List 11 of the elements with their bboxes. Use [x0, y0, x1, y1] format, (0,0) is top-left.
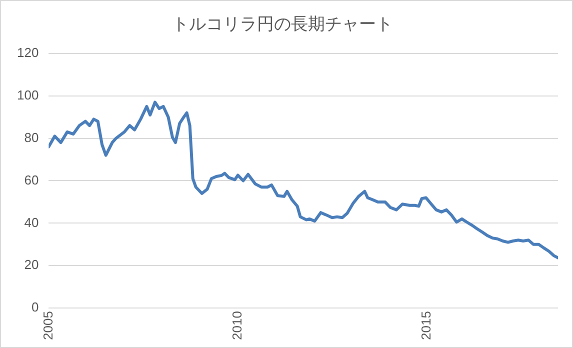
x-tick-label: 2015: [418, 311, 434, 340]
y-tick-label: 60: [24, 172, 39, 188]
y-tick-label: 120: [16, 44, 39, 60]
x-tick-label: 2005: [40, 311, 56, 340]
y-tick-label: 100: [16, 87, 39, 102]
y-tick-label: 80: [24, 130, 39, 145]
chart-title: トルコリラ円の長期チャート: [172, 14, 393, 35]
y-tick-label: 0: [31, 300, 39, 315]
y-tick-label: 20: [24, 257, 39, 272]
x-tick-label: 2010: [229, 311, 244, 340]
y-tick-label: 40: [24, 214, 39, 230]
